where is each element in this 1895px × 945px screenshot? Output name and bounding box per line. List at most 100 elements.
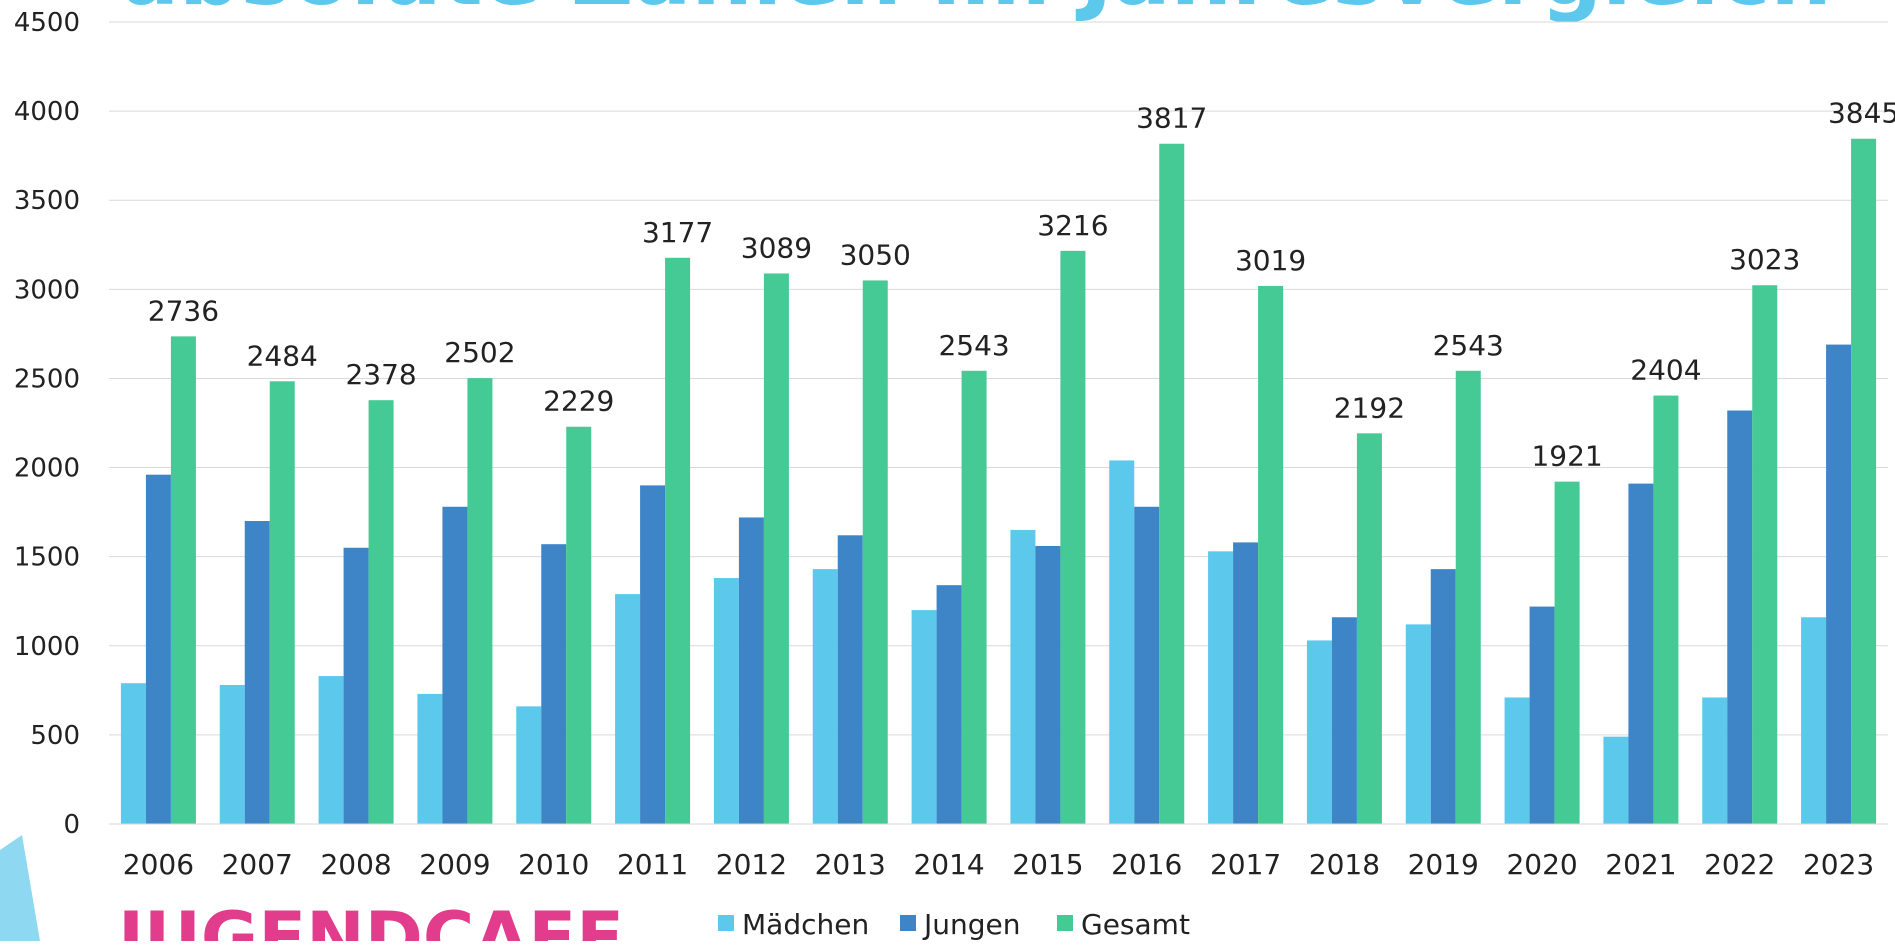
bar xyxy=(837,535,863,824)
bar xyxy=(1504,697,1530,824)
bar xyxy=(442,506,468,824)
bar xyxy=(318,676,344,824)
y-tick-label: 2500 xyxy=(14,364,80,394)
data-label: 3216 xyxy=(1037,209,1108,242)
data-label: 2543 xyxy=(938,329,1009,362)
y-tick-label: 4500 xyxy=(14,8,80,38)
bar xyxy=(566,426,592,824)
data-label: 1921 xyxy=(1531,440,1602,473)
bar xyxy=(269,381,295,824)
data-label: 2543 xyxy=(1433,329,1504,362)
bar xyxy=(713,578,739,824)
y-tick-label: 3000 xyxy=(14,275,80,305)
data-label: 3817 xyxy=(1136,102,1207,135)
x-tick-label: 2014 xyxy=(913,848,984,881)
bar xyxy=(1035,545,1061,824)
y-tick-label: 1000 xyxy=(14,632,80,662)
bar xyxy=(120,683,146,824)
bar xyxy=(961,370,987,824)
bar xyxy=(219,684,245,824)
bar xyxy=(1455,370,1481,824)
bar xyxy=(1554,481,1580,824)
x-tick-label: 2023 xyxy=(1803,848,1874,881)
legend-swatch xyxy=(1057,915,1073,931)
x-tick-label: 2022 xyxy=(1704,848,1775,881)
bar xyxy=(516,706,542,824)
bar xyxy=(467,378,493,824)
bar xyxy=(738,517,764,824)
y-tick-label: 3500 xyxy=(14,186,80,216)
bar xyxy=(1529,606,1555,824)
data-label: 2736 xyxy=(148,294,219,327)
y-tick-label: 2000 xyxy=(14,454,80,484)
data-label: 2404 xyxy=(1630,354,1701,387)
bar xyxy=(1109,460,1135,824)
x-tick-label: 2007 xyxy=(222,848,293,881)
bar xyxy=(1060,250,1086,824)
bar xyxy=(936,585,962,824)
bar xyxy=(640,485,666,824)
x-tick-label: 2019 xyxy=(1408,848,1479,881)
x-tick-label: 2006 xyxy=(123,848,194,881)
bar xyxy=(368,400,394,824)
bar xyxy=(244,521,270,824)
x-tick-label: 2016 xyxy=(1111,848,1182,881)
y-tick-label: 500 xyxy=(30,721,80,751)
data-label: 2229 xyxy=(543,385,614,418)
x-tick-label: 2009 xyxy=(419,848,490,881)
data-label: 2378 xyxy=(345,358,416,391)
x-tick-label: 2021 xyxy=(1605,848,1676,881)
bar xyxy=(1233,542,1259,824)
bar xyxy=(1258,285,1284,824)
data-label: 3050 xyxy=(840,238,911,271)
legend-swatch xyxy=(900,915,916,931)
bar xyxy=(1159,143,1185,825)
bar xyxy=(1603,736,1629,824)
data-label: 2484 xyxy=(247,339,318,372)
bar xyxy=(1356,433,1382,824)
bar xyxy=(1702,697,1728,824)
bar xyxy=(145,474,171,824)
legend-label: Jungen xyxy=(922,908,1021,941)
x-tick-label: 2013 xyxy=(815,848,886,881)
data-label: 3019 xyxy=(1235,244,1306,277)
bar xyxy=(1851,138,1877,825)
data-label: 2192 xyxy=(1334,391,1405,424)
decoration xyxy=(0,835,40,941)
data-label: 3177 xyxy=(642,216,713,249)
bar xyxy=(1208,551,1234,824)
bar xyxy=(1628,483,1654,824)
bar xyxy=(911,610,937,824)
x-tick-label: 2017 xyxy=(1210,848,1281,881)
legend-label: Gesamt xyxy=(1081,908,1190,941)
x-tick-label: 2012 xyxy=(716,848,787,881)
bar xyxy=(343,547,369,824)
bar xyxy=(1653,395,1679,824)
y-tick-label: 4000 xyxy=(14,97,80,127)
data-label: 3089 xyxy=(741,231,812,264)
bar xyxy=(1430,569,1456,824)
x-tick-label: 2008 xyxy=(320,848,391,881)
bar xyxy=(1134,506,1160,824)
x-tick-label: 2018 xyxy=(1309,848,1380,881)
data-label: 3845 xyxy=(1828,97,1895,130)
x-tick-label: 2020 xyxy=(1506,848,1577,881)
x-tick-label: 2010 xyxy=(518,848,589,881)
logo: JUGENDCAFE xyxy=(114,897,624,941)
data-label: 2502 xyxy=(444,336,515,369)
bar xyxy=(170,336,196,824)
bar xyxy=(665,257,691,825)
x-tick-label: 2011 xyxy=(617,848,688,881)
chart-title: absolute Zahlen im Jahresvergleich xyxy=(121,0,1832,25)
bar xyxy=(1801,617,1827,824)
bar xyxy=(1306,640,1332,824)
data-label: 3023 xyxy=(1729,243,1800,276)
x-tick-label: 2015 xyxy=(1012,848,1083,881)
legend-label: Mädchen xyxy=(742,908,869,941)
bar xyxy=(1727,410,1753,824)
bar xyxy=(541,544,567,824)
bar xyxy=(615,594,641,824)
y-tick-label: 1500 xyxy=(14,543,80,573)
bar xyxy=(1752,285,1778,824)
